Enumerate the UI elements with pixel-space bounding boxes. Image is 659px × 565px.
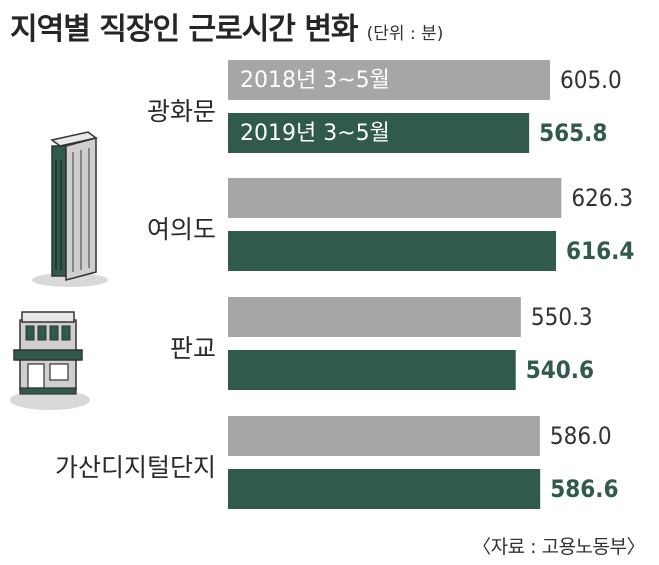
bar-2019	[228, 113, 530, 153]
bar-2018	[228, 416, 540, 456]
value-label-2019: 540.6	[526, 356, 594, 384]
source-note: 〈자료 : 고용노동부〉	[472, 536, 645, 558]
category-label: 광화문	[147, 97, 216, 126]
category-label: 판교	[170, 334, 216, 363]
value-label-2019: 565.8	[539, 119, 607, 147]
building-illustrations	[10, 131, 108, 410]
bar-2019	[228, 469, 541, 509]
value-label-2019: 586.6	[550, 475, 618, 503]
value-label-2018: 550.3	[531, 303, 593, 331]
legend-label: 2019년 3~5월	[240, 121, 390, 146]
storefront-building-icon	[10, 311, 90, 410]
bar-2018	[228, 178, 562, 218]
bar-2019	[228, 350, 516, 390]
unit-label: (단위 : 분)	[366, 24, 444, 44]
bar-2019	[228, 231, 557, 271]
value-label-2018: 605.0	[560, 66, 622, 94]
category-label: 가산디지털단지	[55, 453, 216, 482]
value-label-2018: 626.3	[571, 184, 633, 212]
legend-label: 2018년 3~5월	[240, 68, 390, 93]
title-block: 지역별 직장인 근로시간 변화 (단위 : 분)	[10, 4, 443, 48]
bar-2018	[228, 60, 550, 100]
bar-2018	[228, 297, 521, 337]
value-label-2018: 586.0	[550, 422, 612, 450]
chart-title: 지역별 직장인 근로시간 변화	[10, 12, 359, 47]
category-label: 여의도	[147, 215, 216, 244]
value-label-2019: 616.4	[566, 237, 634, 265]
office-tower-icon	[32, 131, 108, 287]
